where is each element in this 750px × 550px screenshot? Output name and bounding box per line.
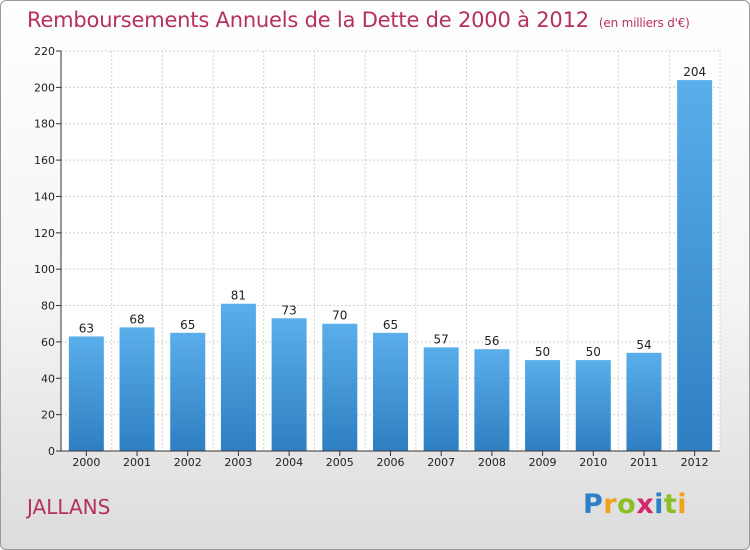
bar-2010 [575,360,611,451]
bar-layer: 63 68 65 81 73 70 65 57 56 50 50 54 204 [68,65,713,451]
data-label-2001: 68 [129,312,144,326]
y-tick-label: 200 [34,81,55,94]
y-tick-label: 40 [41,372,55,385]
axis-layer: 0 20 40 60 80 100 120 140 160 180 200 220 2000 2001 20… [34,45,720,469]
commune-name: JALLANS [27,495,111,519]
y-tick-label: 160 [34,154,55,167]
bar-2005 [322,323,358,451]
logo-letter: i [677,489,688,520]
x-tick-label-2007: 2007 [427,456,455,469]
x-tick-label-2002: 2002 [174,456,202,469]
y-tick-label: 60 [41,336,55,349]
data-label-2006: 65 [383,318,398,332]
bar-2001 [119,327,155,451]
y-tick-label: 120 [34,227,55,240]
x-tick-label-2012: 2012 [681,456,709,469]
y-tick-label: 180 [34,118,55,131]
bar-2011 [626,352,662,451]
x-tick-label-2004: 2004 [275,456,303,469]
proxiti-logo: Proxiti [583,489,687,520]
x-tick-label-2008: 2008 [478,456,506,469]
logo-letter: P [583,489,604,520]
bar-2012 [677,80,713,451]
bar-2009 [525,360,561,451]
bar-2006 [373,332,408,451]
data-label-2010: 50 [586,345,601,359]
bar-2008 [474,349,510,451]
chart-title-text: Remboursements Annuels de la Dette de 20… [27,8,589,32]
chart-subtitle: (en milliers d'€) [598,16,690,30]
data-label-2007: 57 [434,332,449,346]
y-tick-label: 0 [48,445,55,458]
y-tick-label: 20 [41,409,55,422]
x-tick-label-2003: 2003 [224,456,252,469]
data-label-2000: 63 [79,321,94,335]
x-tick-label-2006: 2006 [377,456,405,469]
logo-letter: x [636,489,655,520]
x-tick-label-2001: 2001 [123,456,151,469]
data-label-2002: 65 [180,318,195,332]
y-tick-label: 220 [34,45,55,58]
bar-2002 [170,332,206,451]
data-label-2004: 73 [281,303,296,317]
x-tick-label-2010: 2010 [579,456,607,469]
x-tick-label-2000: 2000 [72,456,100,469]
x-tick-label-2009: 2009 [529,456,557,469]
data-label-2009: 50 [535,345,550,359]
bar-2004 [271,318,307,451]
x-tick-label-2005: 2005 [326,456,354,469]
data-label-2005: 70 [332,309,347,323]
data-label-2008: 56 [484,334,499,348]
chart-title: Remboursements Annuels de la Dette de 20… [27,8,690,32]
data-label-2011: 54 [636,338,651,352]
x-tick-label-2011: 2011 [630,456,658,469]
logo-letter: t [663,489,678,520]
logo-letter: i [654,489,664,520]
data-label-2012: 204 [683,65,706,79]
bar-2003 [220,303,256,451]
data-label-2003: 81 [231,289,246,303]
logo-letter: r [603,489,618,520]
y-tick-label: 100 [34,263,55,276]
y-tick-label: 140 [34,190,55,203]
y-tick-label: 80 [41,300,55,313]
bar-2000 [68,336,104,451]
logo-letter: o [617,489,637,520]
bar-2007 [423,347,459,451]
